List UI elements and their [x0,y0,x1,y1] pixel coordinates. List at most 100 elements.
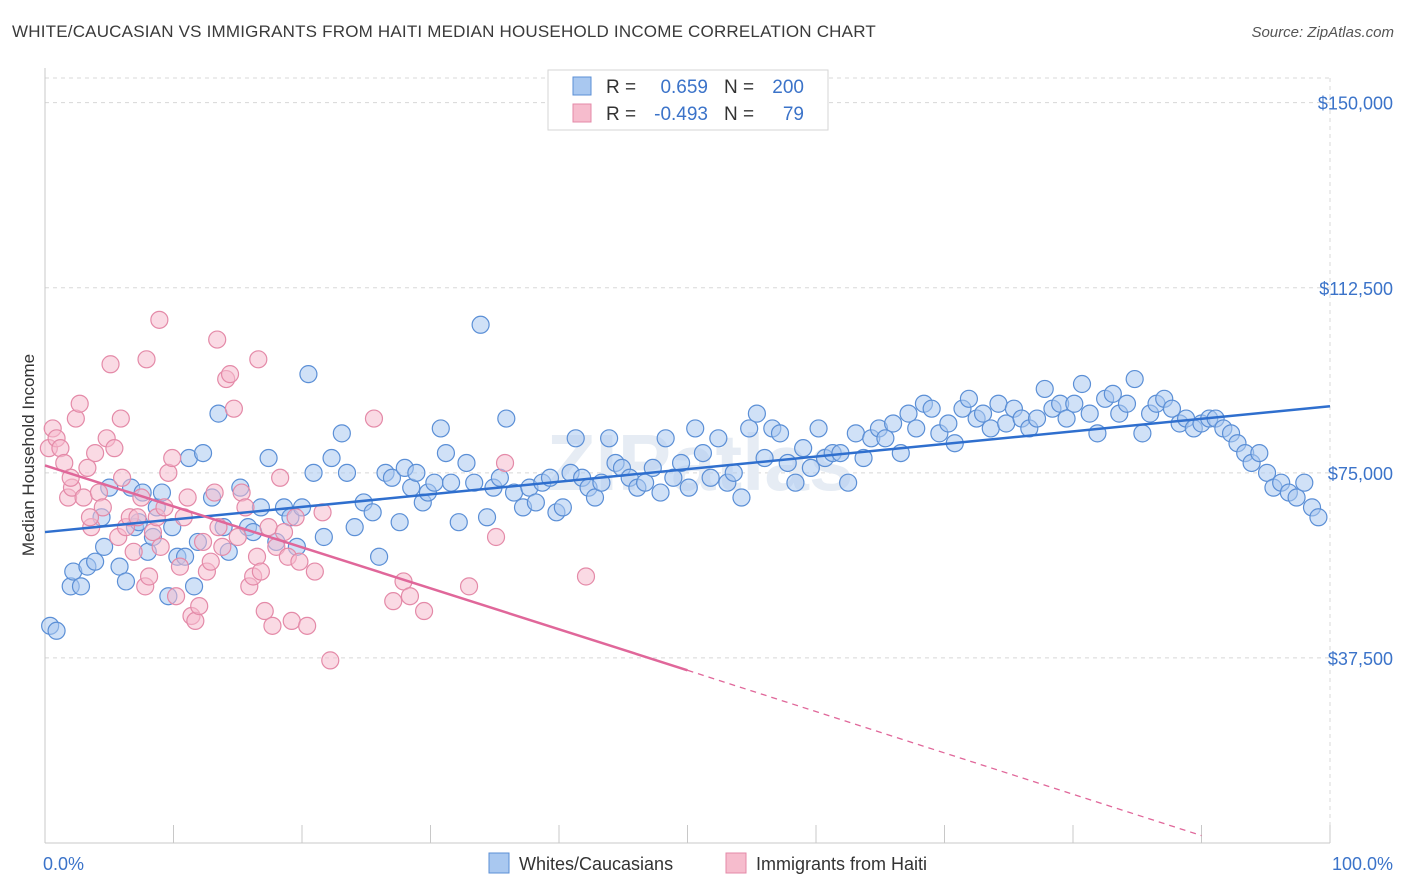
haiti-point [384,592,403,611]
white-point [981,419,1000,438]
white-point [755,448,774,468]
white-point [1117,394,1137,413]
white-point [1162,399,1182,418]
white-point [407,463,426,482]
x-tick-label-min: 0.0% [43,854,84,874]
haiti-point [151,537,170,556]
haiti-point [51,439,70,458]
bottom-legend-haiti-swatch [725,852,747,874]
legend-white-r-label: R = [606,77,636,98]
haiti-point [105,439,124,458]
haiti-point [364,409,384,428]
white-point [854,448,873,468]
white-point [679,478,698,497]
chart-title: WHITE/CAUCASIAN VS IMMIGRANTS FROM HAITI… [12,22,876,41]
haiti-point [486,527,506,547]
white-point [651,483,670,502]
white-point [794,439,813,458]
bottom-legend-white-label: Whites/Caucasians [519,854,673,874]
white-point [345,518,364,537]
white-point [709,429,728,448]
haiti-point [495,453,515,473]
white-point [1035,379,1054,399]
white-trendline [44,404,1331,534]
white-point [1065,394,1084,413]
white-point [390,513,409,532]
white-point [740,419,759,438]
haiti-point [89,483,109,502]
white-point [441,473,461,492]
white-point [686,419,705,438]
white-point [959,389,979,408]
white-point [899,404,918,423]
haiti-point [400,587,420,606]
white-point [939,414,958,433]
bottom-legend: Whites/Caucasians Immigrants from Haiti [488,852,927,874]
white-point [656,429,675,448]
haiti-point [193,532,213,552]
white-point [116,572,136,591]
white-point [846,424,865,443]
white-point [1057,409,1076,428]
haiti-point [251,562,270,581]
white-point [876,429,895,448]
white-point [209,404,228,423]
haiti-point [137,350,156,369]
y-axis-title: Median Household Income [19,354,38,556]
white-point [436,443,456,463]
white-point [471,315,490,334]
haiti-trendline-extension [687,669,1202,837]
haiti-trendline [44,464,688,672]
white-point [600,429,619,448]
haiti-point [111,409,130,428]
haiti-point [139,567,159,586]
white-point [382,468,402,487]
white-point [786,473,805,492]
white-point [989,394,1008,413]
white-point [1250,443,1269,463]
haiti-point [178,488,197,507]
haiti-point [166,587,186,606]
white-point [431,419,450,438]
white-point [370,547,389,566]
haiti-point [305,562,324,581]
white-point [71,577,91,596]
haiti-point [255,601,274,621]
white-point [47,621,66,640]
white-point [693,443,713,463]
white-point [1125,369,1144,389]
white-point [332,424,351,443]
white-point [770,424,790,443]
white-point [425,473,444,492]
x-tick-label-max: 100.0% [1332,854,1393,874]
y-tick-label: $112,500 [1319,279,1393,299]
white-point [1295,473,1314,492]
legend-white-swatch [572,76,592,96]
white-point [95,537,114,556]
white-point [193,443,213,463]
white-point [1287,488,1306,507]
haiti-point [163,448,182,468]
haiti-point [170,557,190,576]
white-point [1072,374,1092,394]
white-point [747,404,766,423]
white-point [449,513,468,532]
white-point [671,453,691,473]
haiti-point [271,468,290,487]
white-point [314,527,333,547]
legend-box: R = 0.659 N = 200 R = -0.493 N = 79 [547,69,829,131]
haiti-point [228,527,247,547]
haiti-point [124,542,143,561]
white-point [477,508,497,527]
legend-haiti-n-value: 79 [783,104,804,125]
white-point [566,429,585,448]
white-point [251,498,270,517]
haiti-point [576,567,596,586]
white-point [1133,424,1152,443]
white-point [457,453,476,473]
white-point [363,503,382,522]
haiti-point [290,552,309,571]
white-point [922,399,941,418]
tick-labels: $37,500 $75,000 $112,500 $150,000 0.0% 100.0% [43,94,1393,874]
